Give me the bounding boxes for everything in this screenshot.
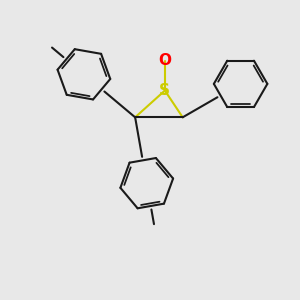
Text: O: O	[158, 53, 171, 68]
Text: S: S	[159, 83, 170, 98]
